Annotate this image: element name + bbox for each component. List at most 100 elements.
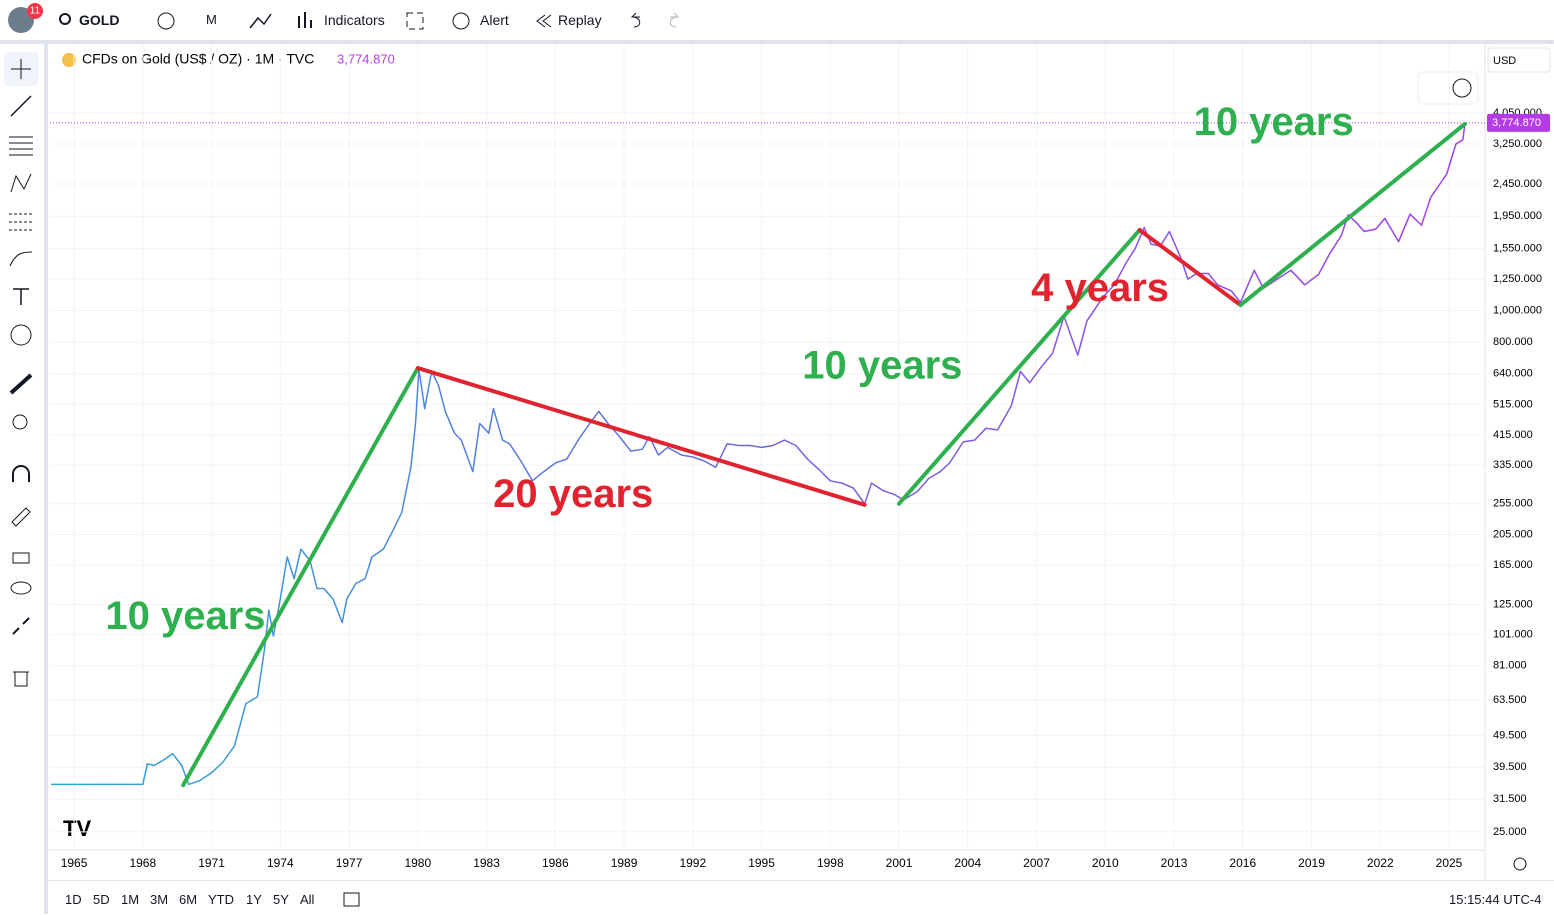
- x-tick-label: 2010: [1092, 856, 1119, 870]
- bottom-bar: 15:15:44 UTC-4 1D 5D 1M 3M 6M YTD 1Y 5Y All: [48, 880, 1554, 915]
- price-line: [51, 122, 1466, 786]
- x-tick-label: 2022: [1367, 856, 1394, 870]
- date-range-icon[interactable]: [342, 889, 362, 909]
- pattern-tool[interactable]: [10, 173, 32, 193]
- y-tick-label: 49.500: [1493, 729, 1527, 741]
- lock-tool[interactable]: [12, 552, 30, 564]
- currency-box[interactable]: [1487, 47, 1551, 73]
- layouts-icon[interactable]: [406, 12, 424, 30]
- symbol-logo: [62, 53, 76, 67]
- redo-icon[interactable]: [669, 12, 680, 28]
- drawing-tools: [4, 52, 38, 687]
- crosshair-tool[interactable]: [11, 59, 31, 79]
- y-tick-label: 63.500: [1493, 694, 1527, 706]
- x-tick-label: 1998: [817, 856, 844, 870]
- range-button[interactable]: All: [300, 892, 315, 907]
- interval[interactable]: M: [206, 12, 217, 27]
- chart: CFDs on Gold (US$ / OZ) · 1M · TVC 3,774…: [48, 44, 1551, 880]
- x-tick-label: 1977: [336, 856, 363, 870]
- y-tick-label: 31.500: [1493, 793, 1527, 805]
- y-tick-label: 3,250.000: [1493, 138, 1542, 150]
- range-button[interactable]: 3M: [150, 892, 169, 907]
- text-tool[interactable]: [13, 288, 29, 305]
- fib-tool[interactable]: [9, 136, 33, 156]
- indicators-button[interactable]: Indicators: [324, 12, 385, 28]
- magnet-tool[interactable]: [12, 465, 30, 482]
- y-tick-label: 125.000: [1493, 598, 1533, 610]
- y-tick-label: 1,000.000: [1493, 305, 1542, 317]
- stay-drawing-tool[interactable]: [11, 507, 31, 527]
- range-button[interactable]: 5D: [93, 892, 110, 907]
- trash-tool[interactable]: [13, 671, 29, 687]
- y-tick-label: 205.000: [1493, 528, 1533, 540]
- grid: [50, 44, 1485, 850]
- x-tick-label: 2013: [1161, 856, 1188, 870]
- x-tick-label: 1989: [611, 856, 638, 870]
- replay-icon: [536, 14, 552, 28]
- trendline-label: 10 years: [1194, 100, 1354, 144]
- replay-button[interactable]: Replay: [558, 12, 602, 28]
- range-button[interactable]: 5Y: [273, 892, 289, 907]
- y-tick-label: 255.000: [1493, 498, 1533, 510]
- undo-icon[interactable]: [630, 12, 641, 28]
- alert-button[interactable]: Alert: [480, 12, 509, 28]
- range-button[interactable]: 1M: [121, 892, 140, 907]
- y-tick-label: 515.000: [1493, 398, 1533, 410]
- x-tick-label: 2016: [1229, 856, 1256, 870]
- x-tick-label: 1986: [542, 856, 569, 870]
- brush-tool[interactable]: [9, 251, 33, 267]
- currency[interactable]: USD: [1493, 55, 1516, 67]
- x-tick-label: 1983: [473, 856, 500, 870]
- x-tick-label: 2001: [886, 856, 913, 870]
- x-tick-label: 1995: [748, 856, 775, 870]
- add-icon[interactable]: [157, 12, 175, 30]
- tv-logo: TV: [63, 816, 91, 841]
- legend-price: 3,774.870: [337, 51, 395, 66]
- y-tick-label: 101.000: [1493, 629, 1533, 641]
- last-price-box: [1487, 113, 1550, 132]
- x-tick-label: 1974: [267, 856, 294, 870]
- y-tick-label: 2,450.000: [1493, 178, 1542, 190]
- badge-count: 11: [30, 6, 41, 17]
- trendline-label: 4 years: [1031, 266, 1169, 310]
- chart-controls[interactable]: [1417, 71, 1479, 105]
- y-tick-label: 81.000: [1493, 660, 1527, 672]
- measure-tool[interactable]: [9, 373, 33, 395]
- x-tick-label: 2004: [954, 856, 981, 870]
- alert-icon: [452, 12, 470, 30]
- last-price-label: 3,774.870: [1492, 117, 1541, 129]
- x-tick-label: 2025: [1436, 856, 1463, 870]
- search-icon: [59, 13, 71, 25]
- y-tick-label: 25.000: [1493, 826, 1527, 838]
- settings-icon[interactable]: [1452, 78, 1472, 98]
- legend-title: CFDs on Gold (US$ / OZ) · 1M · TVC: [82, 51, 314, 67]
- x-tick-label: 1965: [61, 856, 88, 870]
- toolbar-icons: 11: [8, 3, 680, 33]
- trendline-label: 10 years: [802, 343, 962, 387]
- indicators-icon: [298, 12, 312, 28]
- y-tick-label: 1,950.000: [1493, 210, 1542, 222]
- range-button[interactable]: 1Y: [246, 892, 262, 907]
- axis-settings[interactable]: [1513, 857, 1527, 871]
- trendline: [1238, 122, 1467, 308]
- zoom-tool[interactable]: [12, 414, 28, 430]
- trendline: [897, 227, 1142, 506]
- x-tick-label: 1992: [679, 856, 706, 870]
- x-tick-label: 2019: [1298, 856, 1325, 870]
- y-tick-label: 640.000: [1493, 368, 1533, 380]
- emoji-tool[interactable]: [10, 324, 32, 346]
- range-button[interactable]: 6M: [179, 892, 198, 907]
- x-tick-label: 1971: [198, 856, 225, 870]
- forecast-tool[interactable]: [9, 213, 33, 231]
- trendline-tool[interactable]: [10, 95, 32, 117]
- range-button[interactable]: 1D: [65, 892, 82, 907]
- hide-tool[interactable]: [10, 581, 32, 595]
- badge: [27, 3, 43, 19]
- top-toolbar: 11 GOLD M Indicators Alert Replay: [0, 0, 1554, 44]
- y-tick-label: 415.000: [1493, 429, 1533, 441]
- link-tool[interactable]: [12, 617, 30, 635]
- chart-type-icon[interactable]: [249, 13, 272, 29]
- symbol[interactable]: GOLD: [79, 12, 120, 28]
- range-button[interactable]: YTD: [208, 892, 234, 907]
- x-tick-label: 2007: [1023, 856, 1050, 870]
